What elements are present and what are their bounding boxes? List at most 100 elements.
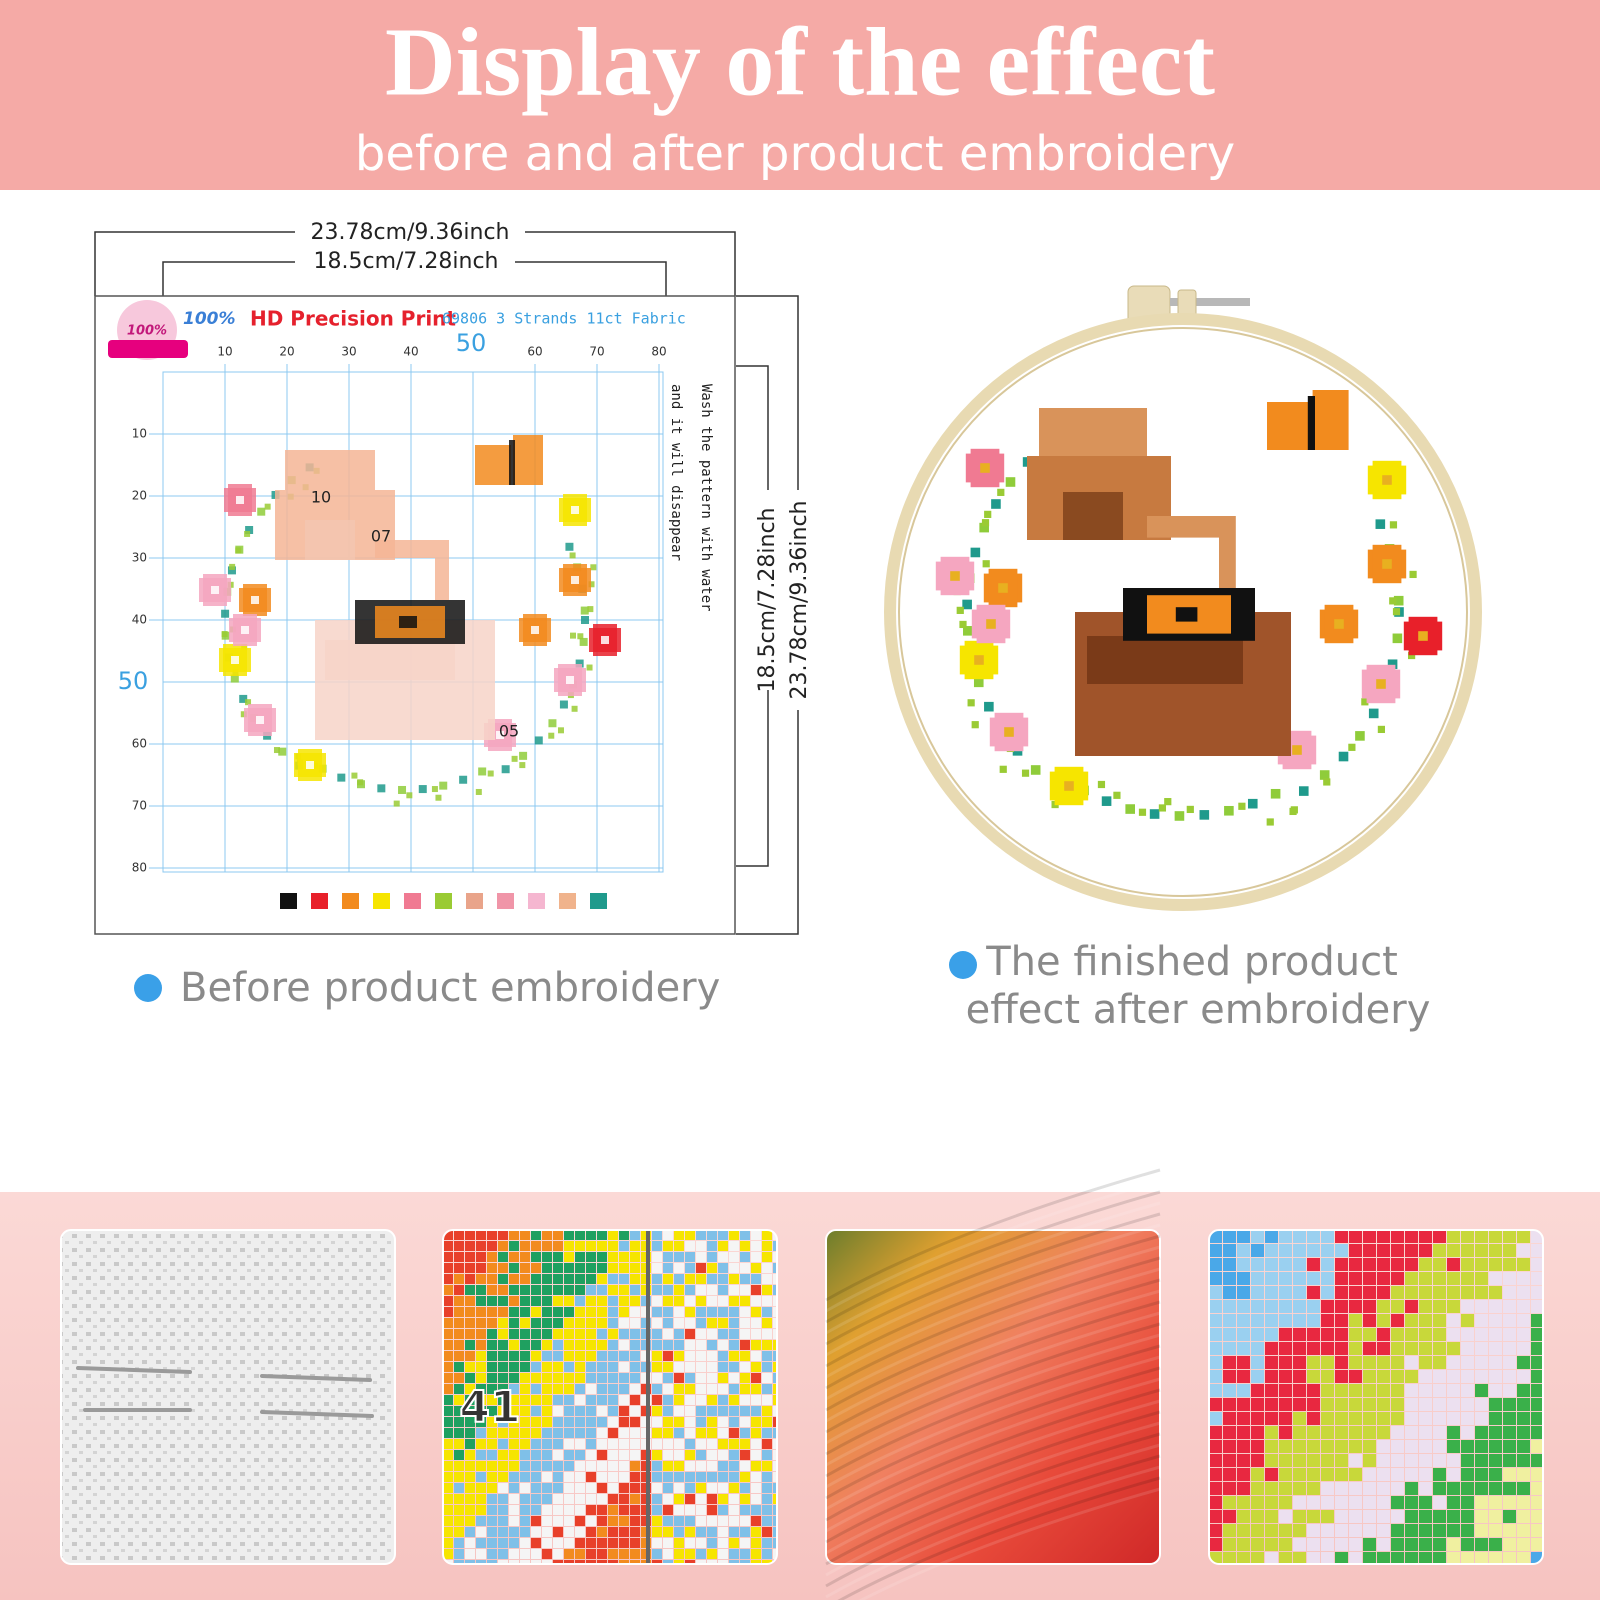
stitch <box>571 705 578 712</box>
chart-cell <box>663 1494 673 1504</box>
stitch-cell <box>1405 1300 1418 1313</box>
stitch-cell <box>1391 1510 1404 1523</box>
thread <box>825 1267 1161 1401</box>
chart-cell <box>608 1373 618 1383</box>
chart-cell <box>740 1395 750 1405</box>
chart-cell <box>608 1285 618 1295</box>
stitch-cell <box>1391 1328 1404 1341</box>
chart-cell <box>487 1538 497 1548</box>
chart-cell <box>707 1274 717 1284</box>
chart-cell <box>520 1417 530 1427</box>
chart-cell <box>718 1417 728 1427</box>
stitch-cell <box>1209 1356 1222 1369</box>
chart-cell <box>696 1549 706 1559</box>
chart-cell <box>674 1516 684 1526</box>
chart-cell <box>443 1263 453 1273</box>
chart-cell <box>564 1252 574 1262</box>
stitch-cell <box>1489 1426 1502 1439</box>
stitch-cell <box>1531 1468 1543 1481</box>
stitch-cell <box>1419 1482 1432 1495</box>
stitch-cell <box>1349 1524 1362 1537</box>
print-label: HD Precision Print <box>250 307 456 331</box>
stitch-cell <box>1335 1412 1348 1425</box>
chart-cell <box>608 1351 618 1361</box>
chart-cell <box>663 1472 673 1482</box>
chart-cell <box>718 1296 728 1306</box>
stitch-cell <box>1447 1426 1460 1439</box>
stitch <box>325 640 455 680</box>
stitch-cell <box>1307 1412 1320 1425</box>
chart-cell <box>553 1384 563 1394</box>
chart-cell <box>685 1263 695 1273</box>
chart-cell <box>630 1428 640 1438</box>
stitch-cell <box>1293 1258 1306 1271</box>
stitch-cell <box>1517 1384 1530 1397</box>
chart-cell <box>751 1439 761 1449</box>
chart-cell <box>553 1549 563 1559</box>
chart-cell <box>586 1516 596 1526</box>
stitch <box>1338 751 1349 762</box>
stitch-cell <box>1489 1328 1502 1341</box>
stitch <box>337 773 346 782</box>
chart-cell <box>597 1428 607 1438</box>
chart-cell <box>487 1505 497 1515</box>
thread-strands <box>825 1168 1161 1604</box>
stitch <box>211 586 219 594</box>
chart-cell <box>597 1527 607 1537</box>
stitch-cell <box>1363 1384 1376 1397</box>
chart-cell <box>674 1307 684 1317</box>
area-label: 10 <box>311 488 331 507</box>
chart-cell <box>685 1318 695 1328</box>
chart-cell <box>773 1362 777 1372</box>
chart-cell <box>454 1263 464 1273</box>
chart-cell <box>630 1296 640 1306</box>
chart-cell <box>454 1560 464 1564</box>
chart-cell <box>762 1505 772 1515</box>
thread <box>825 1421 1161 1555</box>
stitch-cell <box>1377 1356 1390 1369</box>
chart-cell <box>630 1472 640 1482</box>
chart-cell <box>696 1274 706 1284</box>
chart-cell <box>542 1483 552 1493</box>
chart-cell <box>597 1538 607 1548</box>
stitch-cell <box>1419 1496 1432 1509</box>
chart-cell <box>542 1428 552 1438</box>
chart-cell <box>608 1296 618 1306</box>
chart-cell <box>608 1340 618 1350</box>
chart-cell <box>509 1263 519 1273</box>
chart-cell <box>520 1318 530 1328</box>
chart-cell <box>531 1384 541 1394</box>
wash-note: Wash the pattern with water <box>698 384 714 612</box>
chart-cell <box>707 1241 717 1251</box>
stitch-cell <box>1391 1468 1404 1481</box>
chart-cell <box>685 1340 695 1350</box>
chart-cell <box>509 1428 519 1438</box>
chart-cell <box>608 1527 618 1537</box>
stitch-cell <box>1321 1314 1334 1327</box>
chart-cell <box>564 1362 574 1372</box>
chart-cell <box>652 1373 662 1383</box>
chart-cell <box>718 1252 728 1262</box>
stitch-cell <box>1461 1538 1474 1551</box>
stitch-cell <box>1517 1342 1530 1355</box>
chart-cell <box>663 1329 673 1339</box>
stitch-cell <box>1419 1552 1432 1564</box>
chart-cell <box>476 1406 486 1416</box>
chart-cell <box>608 1362 618 1372</box>
chart-cell <box>685 1450 695 1460</box>
y-axis-label: 80 <box>132 861 147 875</box>
chart-cell <box>773 1417 777 1427</box>
stitch-cell <box>1433 1244 1446 1257</box>
chart-cell <box>652 1274 662 1284</box>
stitch-cell <box>1335 1342 1348 1355</box>
stitch <box>980 463 990 473</box>
stitch-cell <box>1293 1398 1306 1411</box>
chart-cell <box>564 1494 574 1504</box>
chart-cell <box>762 1527 772 1537</box>
stitch-cell <box>1293 1454 1306 1467</box>
chart-cell <box>674 1362 684 1372</box>
stitch <box>351 772 358 779</box>
stitch <box>559 700 568 709</box>
stitch-cell <box>1349 1244 1362 1257</box>
chart-cell <box>707 1230 717 1240</box>
